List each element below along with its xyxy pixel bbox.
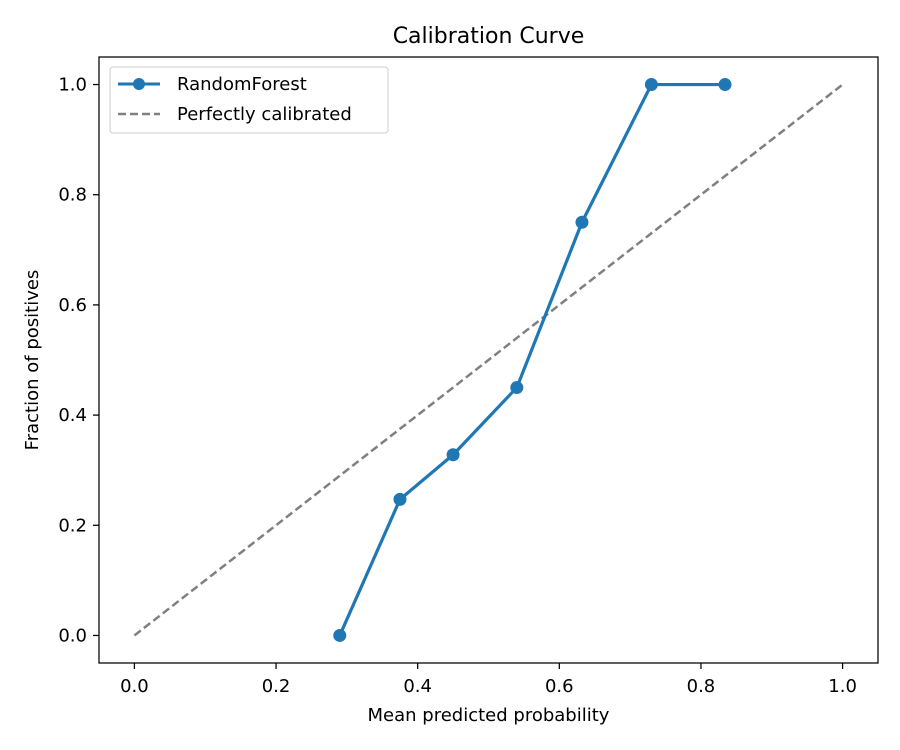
x-tick-label: 1.0 xyxy=(828,676,857,697)
legend-marker-randomforest xyxy=(133,78,145,90)
chart-title: Calibration Curve xyxy=(393,24,585,49)
x-tick-label: 0.2 xyxy=(262,676,291,697)
y-tick-label: 0.4 xyxy=(58,405,87,426)
legend-label-perfect: Perfectly calibrated xyxy=(177,104,352,125)
x-tick-label: 0.6 xyxy=(545,676,574,697)
x-axis-label: Mean predicted probability xyxy=(368,705,610,726)
plot-area xyxy=(98,56,879,664)
x-tick-label: 0.8 xyxy=(687,676,716,697)
series-line-perfectly-calibrated xyxy=(133,83,844,637)
data-point-randomforest xyxy=(575,215,589,229)
legend-label-randomforest: RandomForest xyxy=(177,74,307,95)
y-tick-label: 0.8 xyxy=(58,185,87,206)
data-point-randomforest xyxy=(718,78,732,92)
y-tick-label: 0.0 xyxy=(58,625,87,646)
x-axis-ticks: 0.0 0.2 0.4 0.6 0.8 1.0 xyxy=(120,663,857,697)
x-tick-label: 0.4 xyxy=(403,676,432,697)
data-point-randomforest xyxy=(393,492,407,506)
y-axis-ticks: 0.0 0.2 0.4 0.6 0.8 1.0 xyxy=(58,75,99,646)
data-point-randomforest xyxy=(644,78,658,92)
series-layer xyxy=(133,78,844,642)
y-tick-label: 1.0 xyxy=(58,75,87,96)
data-point-randomforest xyxy=(510,381,524,395)
data-point-randomforest xyxy=(333,628,347,642)
y-tick-label: 0.6 xyxy=(58,295,87,316)
data-point-randomforest xyxy=(446,448,460,462)
x-tick-label: 0.0 xyxy=(120,676,149,697)
legend: RandomForest Perfectly calibrated xyxy=(109,66,389,134)
legend-box xyxy=(109,66,389,134)
y-tick-label: 0.2 xyxy=(58,515,87,536)
y-axis-label: Fraction of positives xyxy=(22,270,43,451)
